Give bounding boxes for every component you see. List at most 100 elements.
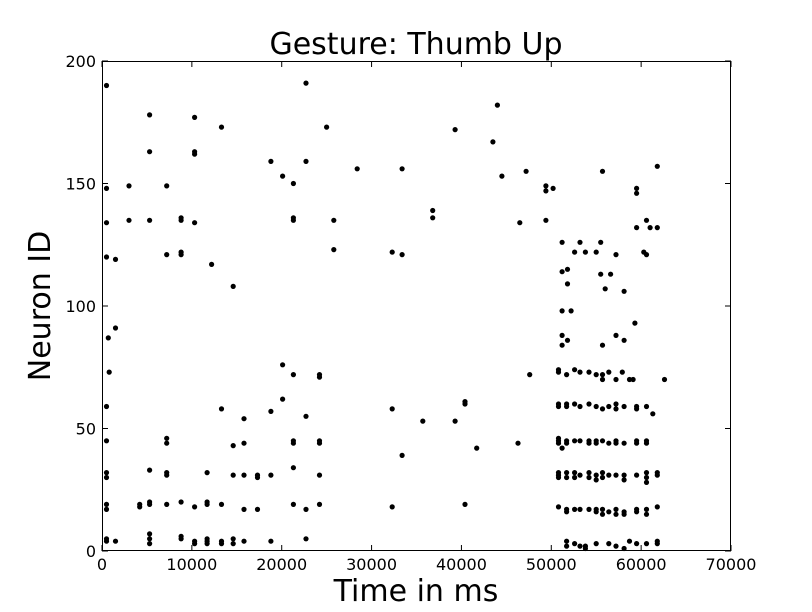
spike-point <box>290 180 296 187</box>
spike-point <box>599 474 606 481</box>
spike-point <box>230 536 236 542</box>
spike-point <box>559 308 565 314</box>
spike-point <box>147 531 153 537</box>
spike-point <box>430 215 436 221</box>
spike-point <box>599 376 606 383</box>
x-tick-label: 50000 <box>526 555 577 574</box>
spike-point <box>613 332 619 338</box>
spike-point <box>654 225 660 231</box>
spike-point <box>543 188 549 194</box>
spike-point <box>643 474 650 481</box>
spike-point <box>218 124 225 130</box>
spike-point <box>654 541 660 547</box>
spike-point <box>582 249 589 255</box>
spike-point <box>452 127 458 133</box>
spike-point <box>643 403 650 410</box>
spike-point <box>103 185 110 191</box>
spike-point <box>599 168 606 174</box>
spike-point <box>164 435 170 441</box>
spike-point <box>634 440 640 446</box>
spike-point <box>147 541 153 547</box>
spike-point <box>606 440 612 446</box>
spike-point <box>280 396 286 402</box>
spike-point <box>241 538 247 544</box>
spike-point <box>241 416 247 422</box>
spike-point <box>230 472 236 478</box>
spike-point <box>564 509 570 515</box>
spike-point <box>634 472 640 478</box>
spike-point <box>103 501 110 507</box>
spike-point <box>147 217 153 223</box>
spike-point <box>178 499 184 505</box>
spike-point <box>619 369 625 375</box>
spike-point <box>634 541 640 547</box>
spike-point <box>598 271 604 277</box>
spike-point <box>103 82 110 89</box>
spike-point <box>268 472 274 478</box>
spike-point <box>112 325 119 331</box>
y-tick-label: 150 <box>65 175 96 194</box>
spike-point <box>103 538 110 544</box>
x-tick-label: 70000 <box>706 555 757 574</box>
spike-point <box>290 501 296 507</box>
spike-point <box>586 440 592 446</box>
spike-point <box>634 225 640 231</box>
spike-point <box>621 288 627 294</box>
spike-point <box>613 376 619 383</box>
spike-point <box>621 440 627 446</box>
spike-point <box>192 504 198 510</box>
spike-point <box>331 247 337 253</box>
spike-point <box>599 406 606 412</box>
spike-point <box>661 376 668 383</box>
spike-point <box>593 541 599 547</box>
x-tick-label: 40000 <box>436 555 487 574</box>
spike-point <box>593 472 599 478</box>
spike-point <box>606 369 612 375</box>
spike-point <box>164 440 170 446</box>
spike-point <box>303 158 309 164</box>
spike-point <box>634 190 640 196</box>
spike-point <box>303 80 309 86</box>
spike-point <box>559 445 565 451</box>
spike-point <box>577 403 583 410</box>
spike-point <box>555 369 562 375</box>
spike-point <box>399 252 405 258</box>
spike-point <box>634 509 640 515</box>
axis-ticks <box>101 60 732 552</box>
spike-point <box>103 474 110 481</box>
spike-point <box>634 406 640 412</box>
spike-point <box>572 541 578 547</box>
spike-point <box>593 477 599 483</box>
spike-point <box>474 445 480 451</box>
spike-point <box>559 342 565 348</box>
spike-point <box>654 472 660 478</box>
spike-point <box>586 401 592 407</box>
spike-point <box>543 183 549 189</box>
spike-point <box>399 452 405 458</box>
spike-point <box>268 538 274 544</box>
spike-point <box>303 413 309 419</box>
spike-point <box>218 406 225 412</box>
spike-point <box>527 372 533 378</box>
spike-point <box>630 376 636 383</box>
spike-point <box>613 506 619 512</box>
spike-point <box>178 536 184 542</box>
spike-point <box>564 372 570 378</box>
spike-point <box>577 369 583 375</box>
spike-point <box>564 543 570 549</box>
spike-point <box>593 440 599 446</box>
spike-point <box>608 271 614 277</box>
spike-point <box>178 217 184 223</box>
spike-point <box>316 440 323 446</box>
spike-point <box>230 541 236 547</box>
spike-point <box>593 249 599 255</box>
spike-point <box>593 509 599 515</box>
spike-point <box>126 183 132 189</box>
x-tick-label: 10000 <box>166 555 217 574</box>
x-tick-label: 60000 <box>616 555 667 574</box>
spike-point <box>462 501 468 507</box>
spike-point <box>577 472 583 478</box>
y-tick-labels: 0 50 100 150 200 <box>65 52 96 561</box>
spike-point <box>550 185 556 191</box>
